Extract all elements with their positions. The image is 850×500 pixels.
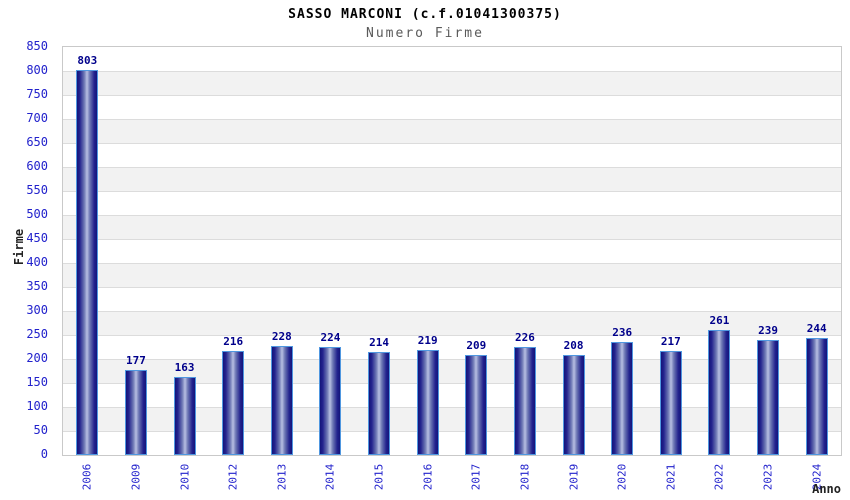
bar-value-label: 803 — [77, 53, 98, 67]
grid-band — [63, 287, 841, 311]
bar-2009 — [124, 370, 147, 455]
bar-value-label: 217 — [660, 334, 681, 348]
bar-2018 — [513, 346, 536, 455]
bar-2021 — [659, 350, 682, 455]
x-tick-label: 2015 — [372, 463, 386, 491]
bar-2017 — [465, 354, 488, 455]
bar-value-label: 208 — [563, 339, 584, 353]
x-tick-label: 2022 — [712, 463, 726, 491]
bar-value-label: 244 — [806, 321, 827, 335]
x-tick-label: 2013 — [275, 463, 289, 491]
bar-2020 — [611, 341, 634, 455]
y-tick-label: 650 — [26, 135, 48, 149]
grid-band — [63, 47, 841, 71]
y-tick-label: 600 — [26, 159, 48, 173]
x-tick-label: 2021 — [664, 463, 678, 491]
bar-2023 — [757, 340, 780, 455]
y-tick-label: 400 — [26, 255, 48, 269]
y-tick-label: 550 — [26, 183, 48, 197]
x-tick-label: 2017 — [469, 463, 483, 491]
y-tick-label: 850 — [26, 39, 48, 53]
bar-value-label: 216 — [223, 335, 244, 349]
x-tick-label: 2018 — [518, 463, 532, 491]
bar-2010 — [173, 376, 196, 455]
x-tick-label: 2014 — [323, 463, 337, 491]
grid-band — [63, 95, 841, 119]
y-tick-label: 0 — [40, 447, 48, 461]
grid-band — [63, 263, 841, 287]
bar-2012 — [222, 351, 245, 455]
bar-value-label: 261 — [709, 313, 730, 327]
y-tick-label: 350 — [26, 279, 48, 293]
bar-value-label: 226 — [515, 330, 535, 344]
grid-band — [63, 167, 841, 191]
bar-2022 — [708, 329, 731, 455]
bar-value-label: 219 — [417, 333, 438, 347]
grid-band — [63, 143, 841, 167]
bar-value-label: 228 — [271, 329, 292, 343]
bar-2014 — [319, 347, 342, 455]
y-tick-label: 450 — [26, 231, 48, 245]
plot-area: 803 177 163 216 228 224 214 219 209 226 208 236 217 2… — [62, 46, 842, 456]
x-tick-label: 2016 — [421, 463, 435, 491]
x-tick-label: 2020 — [615, 463, 629, 491]
bar-value-label: 224 — [320, 331, 341, 345]
bar-2019 — [562, 355, 585, 455]
grid-band — [63, 191, 841, 215]
x-tick-label: 2012 — [226, 463, 240, 491]
bar-2016 — [416, 349, 439, 455]
y-tick-label: 300 — [26, 303, 48, 317]
y-tick-label: 800 — [26, 63, 48, 77]
x-axis-title: Anno — [812, 482, 841, 496]
chart-subtitle: Numero Firme — [366, 26, 484, 41]
x-tick-label: 2019 — [567, 463, 581, 491]
bar-2015 — [368, 352, 391, 455]
bar-2013 — [270, 345, 293, 455]
y-tick-label: 50 — [33, 423, 48, 437]
chart-title: SASSO MARCONI (c.f.01041300375) — [288, 7, 562, 22]
bar-2024 — [805, 337, 828, 455]
y-tick-label: 200 — [26, 351, 48, 365]
x-tick-label: 2010 — [178, 463, 192, 491]
bar-value-label: 209 — [466, 338, 487, 352]
y-tick-label: 750 — [26, 87, 48, 101]
y-tick-label: 700 — [26, 111, 48, 125]
bar-2006 — [76, 69, 99, 455]
grid-band — [63, 71, 841, 95]
y-axis-title: Firme — [12, 228, 26, 266]
y-tick-label: 100 — [26, 399, 48, 413]
x-tick-label: 2009 — [129, 463, 143, 491]
x-tick-label: 2006 — [80, 463, 94, 491]
bar-value-label: 163 — [174, 360, 195, 374]
y-tick-label: 150 — [26, 375, 48, 389]
grid-band — [63, 215, 841, 239]
bar-value-label: 214 — [369, 336, 389, 350]
y-tick-label: 250 — [26, 327, 48, 341]
bar-value-label: 239 — [758, 324, 778, 338]
y-tick-label: 500 — [26, 207, 48, 221]
grid-band — [63, 119, 841, 143]
x-tick-label: 2023 — [761, 463, 775, 491]
bar-value-label: 236 — [612, 325, 633, 339]
bar-value-label: 177 — [126, 354, 146, 368]
grid-band — [63, 239, 841, 263]
